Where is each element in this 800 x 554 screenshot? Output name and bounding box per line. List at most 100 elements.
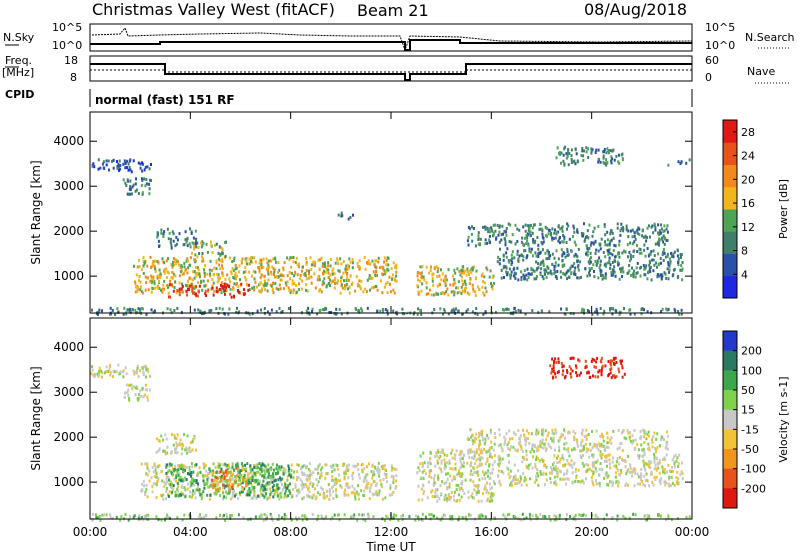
echo-cell (221, 514, 224, 518)
echo-cell (638, 475, 640, 479)
echo-cell (596, 459, 599, 463)
echo-cell (630, 257, 633, 261)
echo-cell (343, 477, 346, 481)
echo-cell (166, 480, 169, 484)
echo-cell (177, 443, 180, 447)
echo-cell (391, 277, 394, 281)
echo-cell (372, 470, 375, 474)
echo-cell (671, 458, 674, 462)
echo-cell (105, 163, 108, 167)
echo-cell (626, 272, 629, 275)
echo-cell (573, 446, 576, 450)
echo-cell (461, 289, 464, 293)
echo-cell (293, 470, 296, 474)
echo-cell (646, 513, 649, 517)
echo-cell (679, 473, 682, 477)
echo-cell (191, 465, 194, 469)
echo-cell (604, 272, 607, 276)
echo-cell (138, 265, 141, 269)
echo-cell (340, 211, 343, 215)
echo-cell (499, 443, 502, 447)
echo-cell (345, 484, 348, 488)
echo-cell (382, 267, 385, 271)
echo-cell (662, 234, 665, 238)
echo-cell (483, 487, 486, 491)
y-axis-label: Slant Range [km] (29, 366, 43, 470)
echo-cell (476, 312, 479, 316)
echo-cell (611, 261, 614, 264)
echo-cell (246, 262, 249, 266)
echo-cell (219, 494, 222, 498)
echo-cell (221, 476, 224, 480)
echo-cell (258, 479, 261, 483)
echo-cell (660, 227, 663, 231)
echo-cell (310, 472, 313, 476)
echo-cell (362, 290, 365, 294)
echo-cell (340, 485, 343, 489)
echo-cell (483, 281, 486, 285)
echo-cell (537, 431, 540, 435)
echo-cell (284, 485, 287, 489)
echo-cell (315, 496, 318, 500)
echo-cell (330, 280, 333, 284)
echo-cell (184, 495, 187, 499)
echo-cell (187, 266, 190, 270)
echo-cell (570, 249, 572, 253)
echo-cell (618, 462, 621, 466)
echo-cell (579, 454, 582, 458)
station-title: Christmas Valley West (fitACF) (92, 0, 335, 19)
echo-cell (167, 515, 170, 519)
echo-cell (290, 468, 293, 472)
echo-cell (137, 307, 140, 311)
echo-cell (529, 450, 532, 454)
echo-cell (477, 486, 480, 490)
echo-cell (251, 312, 254, 316)
echo-cell (154, 286, 157, 290)
nsky-panel: N.Sky 10^5 10^0 10^5 10^0 N.Search (3, 21, 795, 52)
echo-cell (185, 451, 188, 455)
echo-cell (137, 516, 140, 520)
echo-cell (508, 512, 511, 516)
echo-cell (159, 275, 162, 279)
echo-cell (311, 513, 314, 516)
freq-tick-right-top: 60 (705, 54, 719, 67)
echo-cell (470, 494, 473, 498)
echo-cell (319, 258, 322, 261)
echo-cell (168, 464, 171, 468)
echo-cell (540, 227, 543, 231)
echo-cell (180, 491, 183, 495)
echo-cell (460, 495, 463, 499)
echo-cell (421, 498, 424, 502)
echo-cell (249, 481, 252, 485)
echo-cell (436, 461, 439, 465)
echo-cell (147, 513, 150, 517)
echo-cell (332, 489, 335, 493)
echo-cell (188, 465, 191, 469)
echo-cell (186, 487, 189, 491)
echo-cell (457, 472, 460, 475)
echo-cell (454, 457, 457, 461)
echo-cell (144, 260, 147, 264)
echo-cell (554, 261, 557, 265)
echo-cell (473, 457, 475, 460)
echo-cell (235, 466, 238, 470)
echo-cell (642, 235, 645, 239)
echo-cell (218, 306, 221, 310)
echo-cell (355, 275, 358, 279)
echo-cell (571, 264, 574, 268)
echo-cell (582, 158, 585, 162)
echo-cell (556, 146, 559, 150)
echo-cell (117, 162, 120, 166)
echo-cell (167, 285, 169, 289)
echo-cell (350, 515, 352, 519)
echo-cell (237, 285, 240, 289)
echo-cell (595, 482, 598, 486)
echo-cell (277, 270, 279, 274)
echo-cell (228, 285, 230, 289)
echo-cell (650, 250, 653, 254)
echo-cell (580, 275, 582, 279)
echo-cell (401, 307, 404, 311)
echo-cell (514, 276, 517, 280)
echo-cell (319, 288, 322, 292)
echo-cell (603, 150, 606, 154)
